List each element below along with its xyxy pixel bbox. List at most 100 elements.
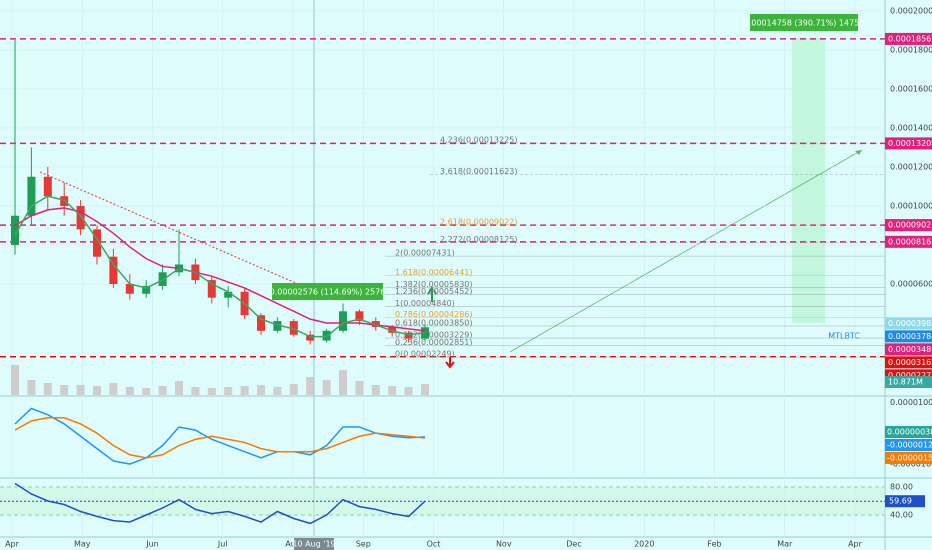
rsi-tag-label: 59.69 xyxy=(889,497,912,506)
volume-bar xyxy=(224,387,233,395)
x-tick-label: Apr xyxy=(5,540,20,549)
up-arrow xyxy=(427,286,437,302)
price-tag xyxy=(885,330,932,343)
volume-bar xyxy=(388,386,397,395)
arrow-head xyxy=(855,150,862,155)
crosshair-tag xyxy=(294,538,334,550)
volume-bar xyxy=(191,387,200,395)
fib-label: 2.272(0.00008125) xyxy=(440,235,518,244)
measure-box xyxy=(272,283,383,300)
volume-bar xyxy=(371,385,380,395)
candle-body xyxy=(125,284,134,294)
fib-label: 0.786(0.00004286) xyxy=(395,310,473,319)
price-tag-label: 0.00018565 xyxy=(888,34,932,43)
volume-bar xyxy=(158,386,167,395)
candle-body xyxy=(371,321,380,327)
candle-body xyxy=(273,321,282,331)
price-tag-label: 0.00003481 xyxy=(888,345,932,354)
macd-tag xyxy=(885,426,932,439)
volume-bar xyxy=(43,383,52,395)
fib-label: 1.618(0.00006441) xyxy=(395,268,473,277)
x-tick-label: Mar xyxy=(777,540,793,549)
crosshair-label: 10 Aug '19 xyxy=(292,540,335,549)
volume-bar xyxy=(240,386,249,395)
down-arrow xyxy=(445,357,455,369)
x-tick-label: May xyxy=(74,540,91,549)
candle-body xyxy=(27,176,36,216)
price-tag xyxy=(885,137,932,150)
price-tag xyxy=(885,356,932,369)
volume-bar xyxy=(339,370,347,395)
candle-body xyxy=(355,311,364,322)
rsi-tag xyxy=(885,495,925,508)
fib-label: 0(0.00002249) xyxy=(395,350,455,359)
volume-bar xyxy=(322,380,331,395)
price-tag-label: 0.00009021 xyxy=(888,221,932,230)
volume-bar xyxy=(11,365,19,395)
volume-bar xyxy=(60,385,69,395)
y-tick-label: -0.00001000 xyxy=(890,460,932,469)
measure-label: 0.00002576 (114.69%) 2576 xyxy=(270,288,386,297)
candle-body xyxy=(257,315,265,331)
macd-tag-label: 0.00000038 xyxy=(887,428,932,437)
price-tag xyxy=(885,235,932,248)
price-tag xyxy=(885,32,932,45)
candle-body xyxy=(404,332,413,339)
fib-label: 1(0.00004840) xyxy=(395,299,455,308)
candle-body xyxy=(306,334,315,341)
volume-bar xyxy=(421,384,429,395)
price-tag xyxy=(885,317,932,330)
price-tag-label: 0.00013209 xyxy=(888,139,932,148)
candle-body xyxy=(388,326,397,333)
candle-body xyxy=(158,272,167,286)
fib-label: 1.236(0.00005452) xyxy=(395,287,473,296)
price-tag-label: 0.00003983 xyxy=(888,319,932,328)
fib-label: 0.236(0.00002851) xyxy=(395,338,473,347)
y-tick-label: 80.00 xyxy=(890,483,913,492)
volume-bar xyxy=(289,384,298,395)
volume-bar xyxy=(306,377,315,395)
ma-slow xyxy=(14,207,426,332)
volume-tag-label: 10.871M xyxy=(888,378,923,387)
fib-label: 3.618(0.00011623) xyxy=(440,167,518,176)
fib-label: 4.236(0.00013225) xyxy=(440,136,518,145)
projection-line xyxy=(509,149,863,353)
price-tag xyxy=(885,343,932,356)
measure-label: 0.00014758 (390.71%) 14758 xyxy=(744,19,865,28)
macd-tag xyxy=(885,439,932,452)
x-tick-label: Feb xyxy=(707,540,721,549)
fib-label: 0.618(0.00003850) xyxy=(395,318,473,327)
fib-label: 2(0.00007431) xyxy=(395,249,455,258)
y-tick-label: 0.00001000 xyxy=(890,398,932,407)
x-tick-label: Apr xyxy=(848,540,863,549)
candle-body xyxy=(76,205,85,230)
y-tick-label: 40.00 xyxy=(890,511,913,520)
x-tick-label: Jun xyxy=(145,540,159,549)
volume-bar xyxy=(27,380,36,395)
x-tick-label: Aug xyxy=(285,540,301,549)
candle-body xyxy=(142,285,151,294)
macd-tag-label: -0.00000120 xyxy=(887,441,932,450)
volume-bar xyxy=(93,386,101,395)
trend-line xyxy=(39,171,336,301)
price-tag-label: 0.00003163 xyxy=(888,358,932,367)
volume-bar xyxy=(175,381,183,395)
price-tag xyxy=(885,219,932,232)
candle-body xyxy=(93,229,101,257)
volume-bar xyxy=(355,381,364,395)
candle-body xyxy=(109,256,118,285)
macd-tag xyxy=(885,452,932,465)
ma-fast xyxy=(14,195,426,338)
x-tick-label: 2020 xyxy=(634,540,654,549)
volume-bar xyxy=(142,388,151,395)
symbol-label: MTLBTC xyxy=(828,332,860,341)
x-tick-label: Nov xyxy=(496,540,512,549)
fib-label: 0.382(0.00003229) xyxy=(395,331,473,340)
